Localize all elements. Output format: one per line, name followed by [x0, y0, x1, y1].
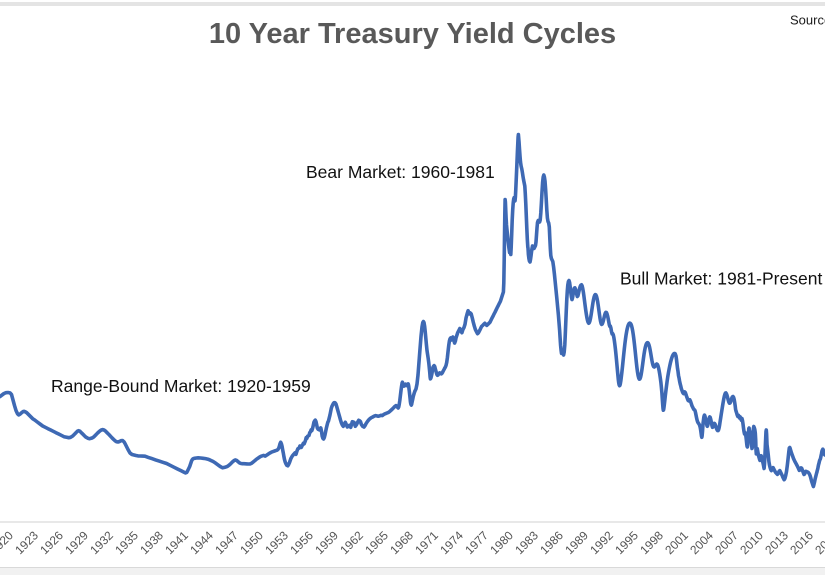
svg-text:2004: 2004 [687, 528, 716, 557]
svg-text:1923: 1923 [12, 528, 41, 557]
svg-text:1974: 1974 [437, 528, 466, 557]
svg-text:2013: 2013 [762, 528, 791, 557]
svg-text:Bull Market: 1981-Present: Bull Market: 1981-Present [620, 269, 822, 289]
svg-text:1962: 1962 [337, 528, 366, 557]
svg-text:Source: ...: Source: ... [790, 13, 825, 28]
svg-text:Bear Market: 1960-1981: Bear Market: 1960-1981 [306, 162, 495, 182]
svg-text:1920: 1920 [0, 528, 16, 557]
svg-text:1947: 1947 [212, 528, 241, 557]
svg-text:1971: 1971 [412, 528, 441, 557]
svg-text:1992: 1992 [587, 528, 616, 557]
svg-text:1959: 1959 [312, 528, 341, 557]
svg-text:2007: 2007 [712, 528, 741, 557]
svg-text:1941: 1941 [162, 528, 191, 557]
svg-text:1977: 1977 [462, 528, 491, 557]
svg-text:1926: 1926 [37, 528, 66, 557]
svg-text:1950: 1950 [237, 528, 266, 557]
svg-text:1956: 1956 [287, 528, 316, 557]
svg-text:1995: 1995 [612, 528, 641, 557]
svg-text:Range-Bound Market: 1920-1959: Range-Bound Market: 1920-1959 [51, 376, 311, 396]
svg-text:1929: 1929 [62, 528, 91, 557]
svg-text:1998: 1998 [637, 528, 666, 557]
svg-text:1932: 1932 [87, 528, 116, 557]
svg-text:10 Year Treasury Yield Cycles: 10 Year Treasury Yield Cycles [209, 18, 616, 50]
svg-text:1980: 1980 [487, 528, 516, 557]
svg-text:1935: 1935 [112, 528, 141, 557]
svg-text:1965: 1965 [362, 528, 391, 557]
svg-text:2001: 2001 [662, 528, 691, 557]
svg-text:1989: 1989 [562, 528, 591, 557]
svg-text:2016: 2016 [787, 528, 816, 557]
svg-text:1968: 1968 [387, 528, 416, 557]
svg-text:1938: 1938 [137, 528, 166, 557]
svg-text:2010: 2010 [737, 528, 766, 557]
svg-text:1983: 1983 [512, 528, 541, 557]
svg-text:1944: 1944 [187, 528, 216, 557]
svg-text:1986: 1986 [537, 528, 566, 557]
svg-text:2019: 2019 [812, 528, 825, 557]
svg-text:1953: 1953 [262, 528, 291, 557]
